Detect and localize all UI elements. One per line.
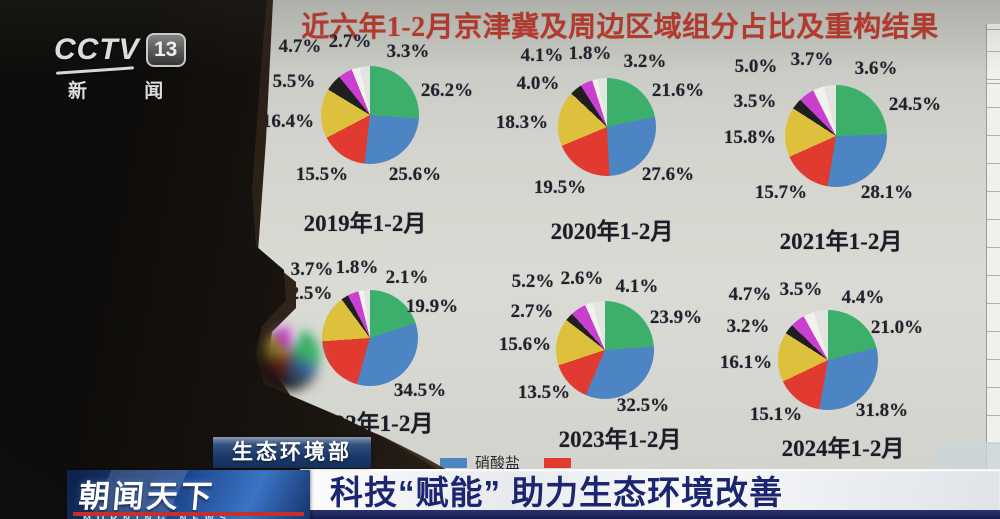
pie-percent-label: 4.0% — [516, 73, 560, 94]
pie-percent-label: 25.6% — [388, 164, 442, 185]
pie-percent-label: 16.4% — [261, 111, 315, 132]
board-title: 近六年1-2月京津冀及周边区域组分占比及重构结果 — [301, 12, 939, 43]
program-logo: 朝闻天下 MORNING NEWS — [67, 470, 310, 519]
pie-chart-2024 — [778, 310, 878, 410]
pie-year-label: 2020年1-2月 — [550, 219, 674, 244]
pie-percent-label: 4.4% — [841, 287, 885, 308]
pie-percent-label: 2.5% — [289, 283, 333, 304]
headline-text: 科技“赋能” 助力生态环境改善 — [330, 473, 784, 511]
pie-year-label: 2019年1-2月 — [303, 211, 427, 236]
table-panel-edge — [986, 24, 1000, 470]
channel-name: 新 闻 — [68, 81, 190, 102]
cctv-wordmark: CCTV — [54, 33, 140, 66]
pie-percent-label: 1.8% — [568, 43, 612, 64]
pie-percent-label: 2.6% — [560, 268, 604, 289]
cctv-underline-swoosh — [55, 66, 135, 75]
pie-percent-label: 2.7% — [510, 301, 554, 322]
legend-label: 硝酸盐 — [475, 455, 521, 472]
pie-percent-label: 3.5% — [779, 279, 823, 300]
pie-percent-label: 4.1% — [615, 276, 659, 297]
pie-percent-label: 21.6% — [651, 80, 705, 101]
pie-percent-label: 27.6% — [641, 164, 695, 185]
pie-percent-label: 15.1% — [749, 404, 803, 425]
pie-percent-label: 2.1% — [385, 267, 429, 288]
pie-year-label: 2024年1-2月 — [781, 436, 905, 461]
pie-chart-2021 — [785, 85, 887, 187]
banner-bottom-stripe — [300, 510, 1000, 519]
pie-percent-label: 15.6% — [498, 334, 552, 355]
channel-bug-row: CCTV 13 — [54, 33, 189, 67]
pie-percent-label: 32.5% — [616, 395, 670, 416]
pie-percent-label: 5.5% — [272, 71, 316, 92]
source-badge: 生态环境部 — [213, 437, 371, 468]
pie-percent-label: 4.7% — [278, 36, 322, 57]
pie-percent-label: 34.5% — [393, 380, 447, 401]
pie-chart-2020 — [558, 78, 656, 176]
channel-bug: CCTV 13 新 闻 — [54, 33, 189, 103]
pie-percent-label: 5.2% — [511, 271, 555, 292]
pie-percent-label: 28.1% — [860, 182, 914, 203]
pie-percent-label: 3.7% — [290, 259, 334, 280]
pie-percent-label: 1.8% — [335, 257, 379, 278]
pie-percent-label: 5.0% — [734, 56, 778, 77]
pie-percent-label: 15.7% — [754, 182, 808, 203]
pie-chart-2023 — [556, 301, 654, 399]
program-logo-red-stripe — [73, 512, 304, 516]
pie-percent-label: 19.9% — [405, 296, 459, 317]
pie-percent-label: 4.1% — [520, 45, 564, 66]
legend-swatch — [544, 457, 572, 468]
pie-percent-label: 24.5% — [888, 94, 942, 115]
channel-number-badge: 13 — [145, 33, 186, 67]
program-logo-title: 朝闻天下 — [77, 479, 217, 514]
pie-percent-label: 2.7% — [328, 31, 372, 52]
pie-percent-label: 3.5% — [733, 91, 777, 112]
pie-percent-label: 3.7% — [790, 49, 834, 70]
pie-percent-label: 16.1% — [719, 352, 773, 373]
legend-item — [544, 457, 579, 468]
pie-percent-label: 23.9% — [649, 307, 703, 328]
pie-year-label: 2023年1-2月 — [558, 427, 682, 452]
pie-percent-label: 18.3% — [495, 112, 549, 133]
pie-percent-label: 3.2% — [726, 316, 770, 337]
table-cell-highlight — [936, 442, 1000, 469]
pie-percent-label: 13.5% — [517, 382, 571, 403]
headline-banner: 科技“赋能” 助力生态环境改善 — [300, 469, 1000, 511]
pie-percent-label: 15.5% — [295, 164, 349, 185]
legend-item: 硝酸盐 — [440, 452, 520, 473]
blurred-partial-pie — [256, 321, 326, 391]
pie-chart-2019 — [321, 66, 419, 164]
pie-percent-label: 26.2% — [420, 80, 474, 101]
pie-percent-label: 15.8% — [723, 127, 777, 148]
pie-chart-2022 — [322, 290, 418, 386]
program-logo-subtitle: MORNING NEWS — [83, 513, 233, 519]
pie-percent-label: 3.6% — [854, 58, 898, 79]
legend-swatch — [440, 457, 468, 468]
pie-percent-label: 4.7% — [728, 284, 772, 305]
pie-percent-label: 31.8% — [855, 400, 909, 421]
pie-year-label: 2021年1-2月 — [779, 229, 903, 254]
pie-percent-label: 19.5% — [533, 177, 587, 198]
pie-percent-label: 3.2% — [623, 51, 667, 72]
pie-percent-label: 3.3% — [386, 41, 430, 62]
pie-percent-label: 21.0% — [870, 317, 924, 338]
